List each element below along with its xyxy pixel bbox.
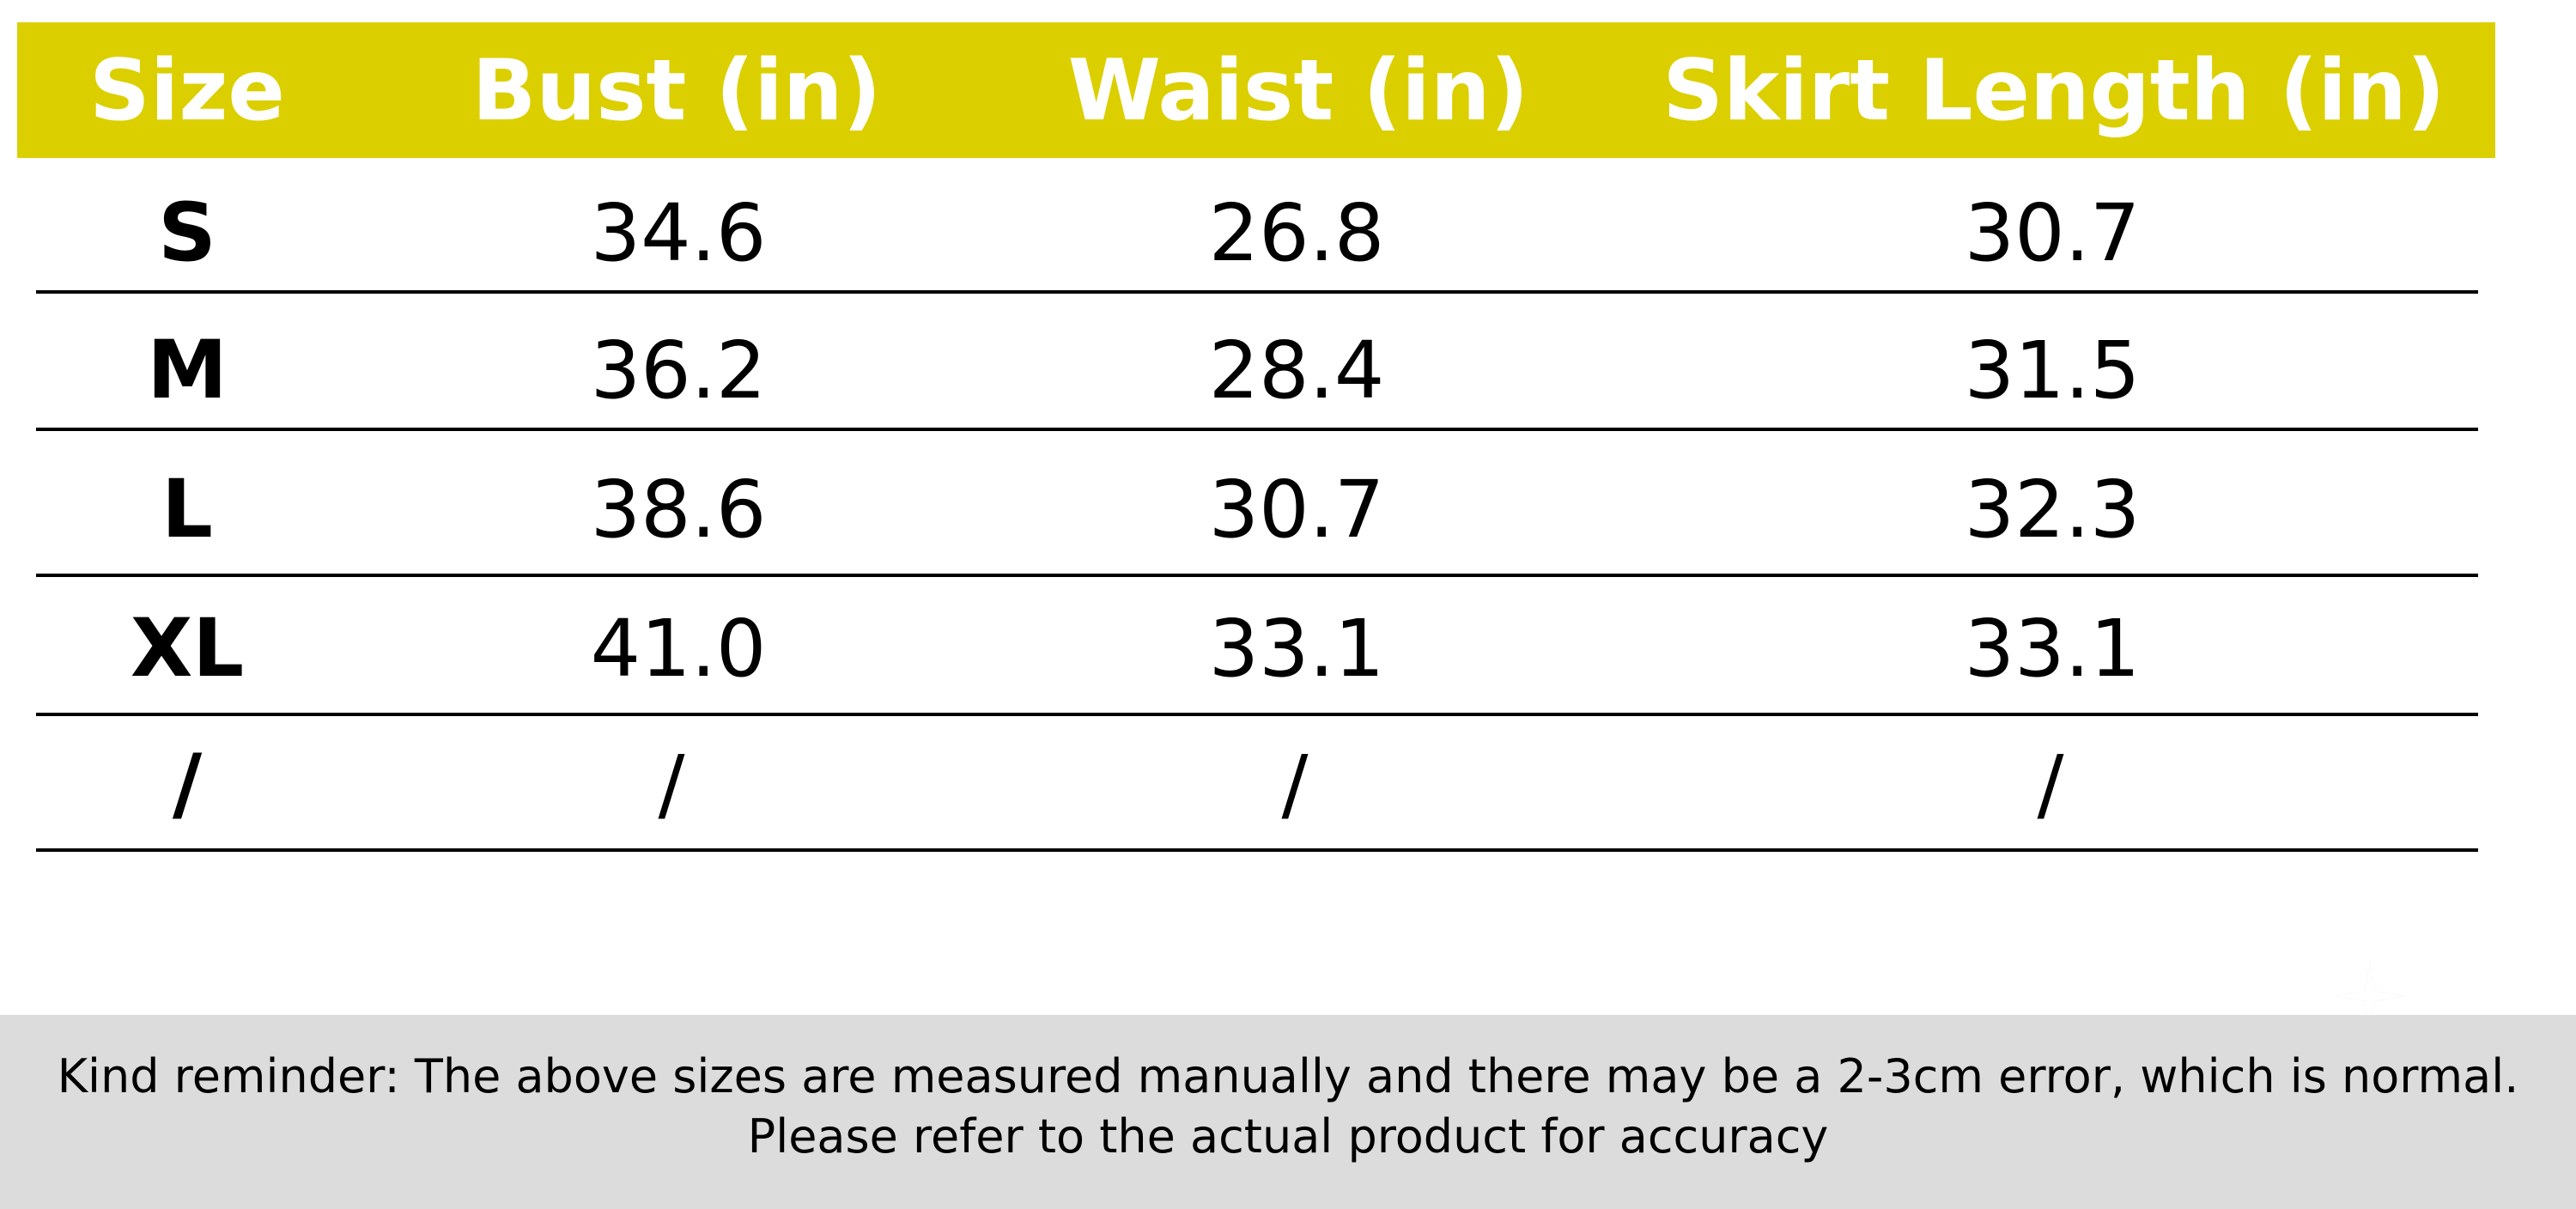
row-xl-size: XL [130, 602, 245, 696]
header-waist: Waist (in) [1067, 42, 1529, 140]
row-xl-waist: 33.1 [1208, 603, 1385, 695]
row-l-size: L [161, 463, 213, 556]
header-size: Size [89, 42, 285, 140]
row-blank-skirt-length: / [2037, 738, 2064, 830]
row-s-size: S [158, 186, 216, 280]
table-header-bar [17, 22, 2495, 158]
row-divider [36, 713, 2478, 716]
row-s-skirt-length: 30.7 [1964, 187, 2141, 279]
row-m-waist: 28.4 [1208, 325, 1385, 416]
row-l-bust: 38.6 [590, 464, 767, 556]
row-divider [36, 428, 2478, 431]
row-l-waist: 30.7 [1208, 464, 1385, 556]
row-s-waist: 26.8 [1208, 187, 1385, 279]
row-blank-waist: / [1281, 738, 1309, 830]
row-blank-size: / [172, 738, 203, 831]
size-chart-table: Size Bust (in) Waist (in) Skirt Length (… [17, 22, 2495, 852]
footer-reminder-text: Kind reminder: The above sizes are measu… [57, 1049, 2519, 1103]
row-m-skirt-length: 31.5 [1964, 325, 2141, 416]
row-l-skirt-length: 32.3 [1964, 464, 2141, 556]
header-bust: Bust (in) [471, 42, 882, 140]
row-m-bust: 36.2 [590, 325, 767, 416]
footer-notice: Kind reminder: The above sizes are measu… [0, 1015, 2576, 1209]
row-divider [36, 848, 2478, 852]
sparkle-icon [2336, 962, 2404, 1030]
footer-accuracy-text: Please refer to the actual product for a… [747, 1109, 1829, 1163]
header-skirt-length: Skirt Length (in) [1662, 42, 2445, 140]
row-s-bust: 34.6 [590, 187, 767, 279]
row-xl-skirt-length: 33.1 [1964, 603, 2141, 695]
row-m-size: M [147, 324, 228, 417]
row-xl-bust: 41.0 [590, 603, 767, 695]
row-blank-bust: / [658, 738, 685, 830]
row-divider [36, 290, 2478, 294]
row-divider [36, 574, 2478, 577]
